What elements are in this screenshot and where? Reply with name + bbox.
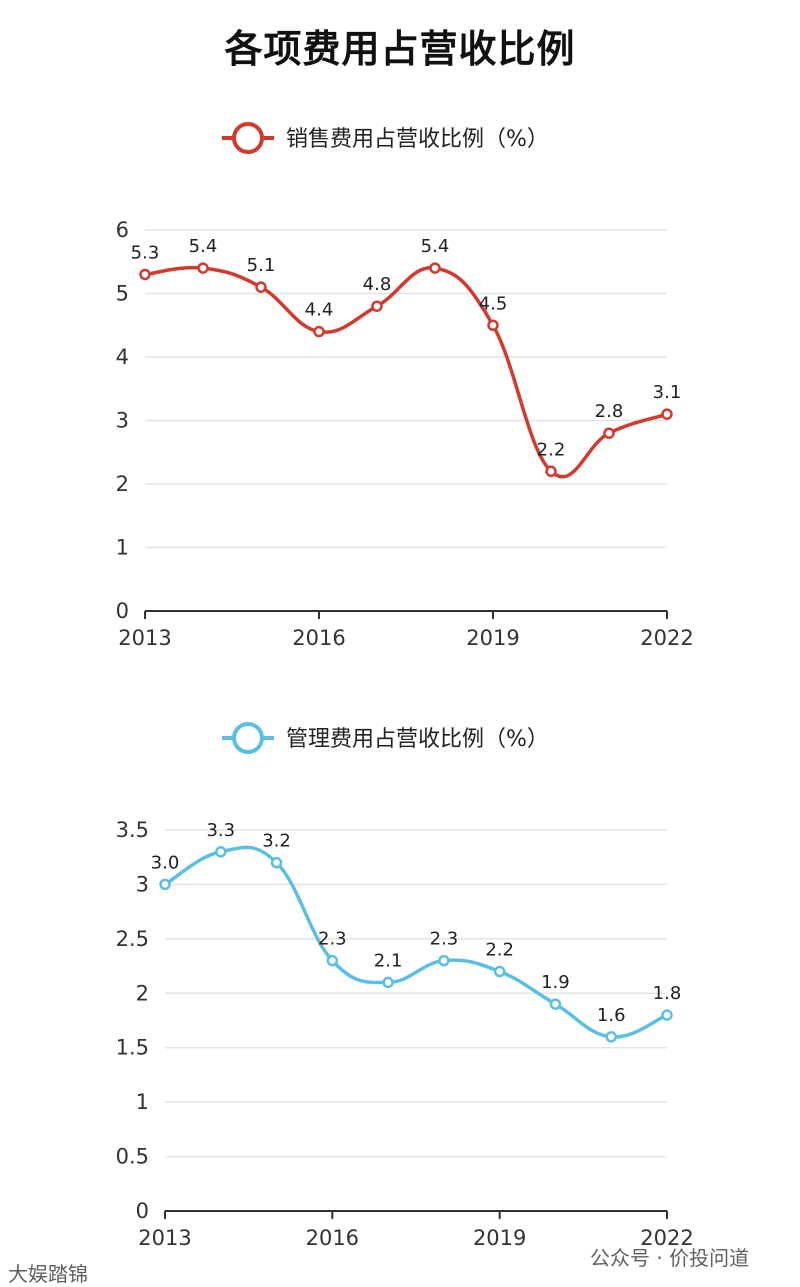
data-label: 5.4	[421, 236, 450, 257]
y-tick-label: 3	[116, 409, 129, 433]
x-tick-label: 2013	[118, 626, 171, 650]
data-label: 4.4	[305, 300, 334, 321]
y-tick-label: 2	[136, 981, 149, 1005]
data-point[interactable]	[270, 856, 283, 869]
data-point[interactable]	[438, 954, 450, 967]
y-tick-label: 2.5	[116, 927, 149, 951]
data-label: 2.3	[430, 929, 459, 950]
data-label: 3.2	[262, 831, 291, 852]
y-tick-label: 6	[116, 218, 129, 242]
data-label: 1.6	[597, 1005, 626, 1026]
y-tick-label: 0.5	[116, 1145, 149, 1169]
y-tick-label: 2	[116, 472, 129, 496]
data-point[interactable]	[197, 262, 209, 274]
data-label: 2.2	[485, 940, 514, 961]
data-label: 1.9	[541, 972, 570, 993]
x-tick-label: 2022	[640, 626, 693, 650]
y-tick-label: 4	[116, 345, 129, 369]
x-tick-label: 2013	[138, 1226, 191, 1250]
data-point[interactable]	[487, 319, 499, 331]
page-title: 各项费用占营收比例	[224, 26, 576, 71]
data-point[interactable]	[493, 965, 506, 978]
data-point[interactable]	[661, 408, 673, 420]
data-label: 3.1	[653, 382, 682, 403]
data-point[interactable]	[255, 281, 267, 293]
y-tick-label: 0	[136, 1199, 149, 1223]
data-point[interactable]	[605, 1031, 617, 1043]
x-tick-label: 2022	[640, 1226, 693, 1250]
y-tick-label: 1.5	[116, 1036, 149, 1060]
data-point[interactable]	[215, 846, 227, 858]
y-tick-label: 1	[116, 536, 129, 560]
data-point[interactable]	[382, 976, 394, 989]
data-point[interactable]	[661, 1009, 673, 1021]
y-tick-label: 3.5	[116, 818, 149, 842]
data-label: 3.3	[206, 820, 235, 841]
sales-expense-chart: 销售费用占营收比例（%） 0 1 2 3 4 5 6 2013 2016 2019 2022 5.3 5.…	[116, 122, 694, 650]
data-label: 4.5	[479, 293, 508, 314]
y-tick-label: 1	[136, 1090, 149, 1114]
data-label: 5.3	[131, 242, 160, 263]
data-label: 3.0	[151, 852, 180, 873]
data-point[interactable]	[545, 465, 557, 478]
y-tick-label: 5	[116, 282, 129, 306]
data-label: 2.2	[537, 439, 566, 460]
watermark-left: 大娱踏锦	[8, 1262, 88, 1286]
data-label: 1.8	[653, 983, 682, 1004]
data-point[interactable]	[313, 325, 325, 338]
data-label: 2.8	[595, 401, 624, 422]
x-tick-label: 2016	[292, 626, 345, 650]
x-tick-label: 2016	[306, 1226, 359, 1250]
data-point[interactable]	[429, 262, 441, 274]
data-label: 5.4	[189, 236, 218, 257]
data-point[interactable]	[603, 427, 615, 439]
watermark-right: 公众号 · 价投问道	[590, 1246, 750, 1270]
data-point[interactable]	[371, 300, 383, 312]
x-tick-label: 2019	[466, 626, 519, 650]
data-label: 2.1	[374, 950, 403, 971]
legend-label[interactable]: 管理费用占营收比例（%）	[286, 727, 549, 752]
data-label: 2.3	[318, 929, 347, 950]
data-point[interactable]	[326, 954, 339, 967]
admin-expense-chart: 管理费用占营收比例（%） 0 0.5 1 1.5 2 2.5 3 3.5 2013 2016 2019…	[116, 722, 694, 1250]
x-tick-label: 2019	[473, 1226, 526, 1250]
data-label: 5.1	[247, 255, 276, 276]
legend-label[interactable]: 销售费用占营收比例（%）	[286, 127, 549, 152]
y-tick-label: 0	[116, 599, 129, 623]
data-label: 4.8	[363, 274, 392, 295]
data-point[interactable]	[139, 268, 151, 281]
series-line	[164, 845, 668, 1039]
series-line	[144, 265, 668, 479]
legend-marker-icon[interactable]	[232, 722, 264, 754]
data-point[interactable]	[549, 998, 562, 1010]
data-point[interactable]	[159, 878, 171, 891]
y-tick-label: 3	[136, 872, 149, 896]
legend-marker-icon[interactable]	[232, 122, 264, 154]
